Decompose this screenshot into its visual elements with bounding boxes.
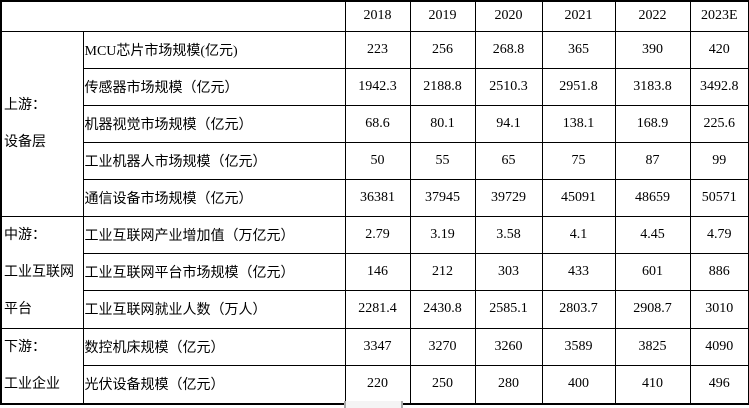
- value-cell: 2951.8: [541, 67, 616, 106]
- value-cell: 55: [409, 141, 476, 180]
- value-cell: 99: [689, 141, 749, 180]
- metric-label: 光伏设备规模（亿元）: [82, 365, 346, 404]
- value-cell: 39729: [474, 178, 543, 217]
- value-cell: 94.1: [474, 104, 543, 143]
- value-cell: 410: [614, 365, 691, 404]
- metric-label: 机器视觉市场规模（亿元）: [82, 104, 346, 143]
- value-cell: 3825: [614, 327, 691, 367]
- value-cell: 50: [344, 141, 411, 180]
- group-label-midstream: 中游： 工业互联网 平台: [0, 215, 84, 329]
- year-header: 2019: [409, 0, 476, 32]
- value-cell: 146: [344, 252, 411, 292]
- value-cell: 4090: [689, 327, 749, 367]
- group-label-line: 下游：: [4, 339, 46, 355]
- value-cell: 420: [689, 30, 749, 69]
- year-header: 2023E: [689, 0, 749, 32]
- value-cell: 400: [541, 365, 616, 404]
- value-cell: 3183.8: [614, 67, 691, 106]
- value-cell: 2281.4: [344, 290, 411, 329]
- group-label-line: 工业互联网: [4, 264, 74, 280]
- value-cell: 80.1: [409, 104, 476, 143]
- value-cell: 365: [541, 30, 616, 69]
- value-cell: 3589: [541, 327, 616, 367]
- value-cell: 36381: [344, 178, 411, 217]
- value-cell: 886: [689, 252, 749, 292]
- value-cell: 4.45: [614, 215, 691, 254]
- metric-label: 工业互联网就业人数（万人）: [82, 290, 346, 329]
- value-cell: 2803.7: [541, 290, 616, 329]
- value-cell: 3.58: [474, 215, 543, 254]
- value-cell: 2.79: [344, 215, 411, 254]
- group-label-line: 工业企业: [4, 376, 60, 392]
- group-label-line: 平台: [4, 301, 32, 317]
- value-cell: 2908.7: [614, 290, 691, 329]
- value-cell: 303: [474, 252, 543, 292]
- group-label-upstream: 上游： 设备层: [0, 30, 84, 217]
- group-label-line: 中游：: [4, 227, 46, 243]
- value-cell: 2430.8: [409, 290, 476, 329]
- group-label-downstream: 下游： 工业企业: [0, 327, 84, 404]
- value-cell: 2510.3: [474, 67, 543, 106]
- value-cell: 3270: [409, 327, 476, 367]
- value-cell: 1942.3: [344, 67, 411, 106]
- metric-label: 数控机床规模（亿元）: [82, 327, 346, 367]
- value-cell: 3492.8: [689, 67, 749, 106]
- value-cell: 50571: [689, 178, 749, 217]
- group-label-line: 设备层: [4, 134, 46, 150]
- value-cell: 223: [344, 30, 411, 69]
- group-label-line: 上游：: [4, 97, 46, 113]
- year-header: 2018: [344, 0, 411, 32]
- value-cell: 87: [614, 141, 691, 180]
- value-cell: 4.79: [689, 215, 749, 254]
- metric-label: 工业互联网平台市场规模（亿元）: [82, 252, 346, 292]
- metric-label: MCU芯片市场规模(亿元): [82, 30, 346, 69]
- value-cell: 212: [409, 252, 476, 292]
- value-cell: 390: [614, 30, 691, 69]
- year-header: 2020: [474, 0, 543, 32]
- metric-label: 通信设备市场规模（亿元）: [82, 178, 346, 217]
- value-cell: 48659: [614, 178, 691, 217]
- value-cell: 256: [409, 30, 476, 69]
- metric-label: 工业互联网产业增加值（万亿元）: [82, 215, 346, 254]
- year-header: 2022: [614, 0, 691, 32]
- value-cell: 225.6: [689, 104, 749, 143]
- value-cell: 3.19: [409, 215, 476, 254]
- value-cell: 68.6: [344, 104, 411, 143]
- value-cell: 3347: [344, 327, 411, 367]
- value-cell: 2188.8: [409, 67, 476, 106]
- value-cell: 433: [541, 252, 616, 292]
- value-cell: 65: [474, 141, 543, 180]
- value-cell: 4.1: [541, 215, 616, 254]
- metric-label: 传感器市场规模（亿元）: [82, 67, 346, 106]
- value-cell: 601: [614, 252, 691, 292]
- value-cell: 268.8: [474, 30, 543, 69]
- value-cell: 37945: [409, 178, 476, 217]
- value-cell: 75: [541, 141, 616, 180]
- value-cell: 2585.1: [474, 290, 543, 329]
- value-cell: 220: [344, 365, 411, 404]
- year-header: 2021: [541, 0, 616, 32]
- metric-label: 工业机器人市场规模（亿元）: [82, 141, 346, 180]
- value-cell: 3010: [689, 290, 749, 329]
- value-cell: 496: [689, 365, 749, 404]
- value-cell: 250: [409, 365, 476, 404]
- value-cell: 3260: [474, 327, 543, 367]
- value-cell: 280: [474, 365, 543, 404]
- value-cell: 138.1: [541, 104, 616, 143]
- value-cell: 45091: [541, 178, 616, 217]
- corner-cell: [0, 0, 346, 32]
- value-cell: 168.9: [614, 104, 691, 143]
- horizontal-scrollbar-thumb[interactable]: [344, 401, 403, 408]
